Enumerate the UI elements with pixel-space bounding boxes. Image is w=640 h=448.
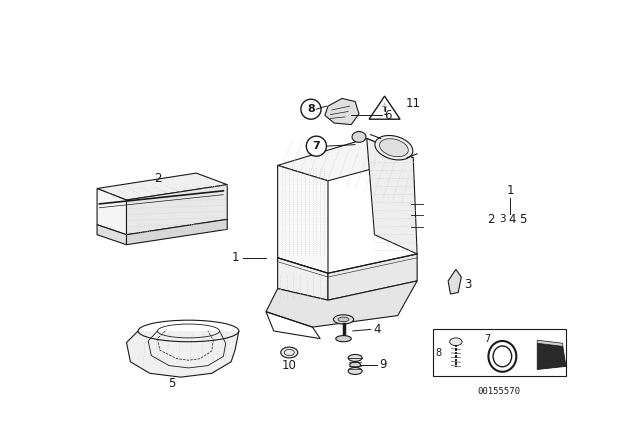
Polygon shape [537, 343, 566, 370]
Polygon shape [127, 185, 227, 235]
Text: 10: 10 [282, 359, 297, 372]
Polygon shape [278, 138, 413, 181]
Polygon shape [278, 258, 328, 300]
Text: 4: 4 [508, 213, 515, 226]
Ellipse shape [336, 336, 351, 342]
Polygon shape [328, 254, 417, 300]
Text: 8: 8 [436, 348, 442, 358]
Text: 3: 3 [499, 214, 506, 224]
Ellipse shape [352, 132, 366, 142]
Text: !: ! [382, 107, 387, 117]
Text: 9: 9 [379, 358, 387, 371]
Polygon shape [97, 225, 127, 245]
Polygon shape [97, 173, 227, 200]
Ellipse shape [348, 367, 362, 375]
Text: 4: 4 [373, 323, 380, 336]
Text: 1: 1 [232, 251, 239, 264]
Ellipse shape [380, 139, 408, 157]
Text: 6: 6 [385, 109, 392, 122]
Polygon shape [448, 269, 461, 294]
Polygon shape [127, 331, 239, 377]
Text: 00155570: 00155570 [477, 387, 520, 396]
Text: 3: 3 [464, 278, 471, 291]
Polygon shape [367, 138, 417, 254]
Polygon shape [127, 220, 227, 245]
Polygon shape [278, 165, 328, 273]
Ellipse shape [333, 315, 353, 324]
Text: 1: 1 [506, 184, 514, 197]
Polygon shape [325, 99, 359, 125]
Ellipse shape [375, 135, 413, 160]
Circle shape [307, 136, 326, 156]
Text: 7: 7 [484, 334, 490, 344]
Circle shape [301, 99, 321, 119]
Text: 2: 2 [154, 172, 161, 185]
Text: 5: 5 [520, 213, 527, 226]
Ellipse shape [349, 362, 360, 367]
Text: 5: 5 [168, 377, 175, 390]
Ellipse shape [281, 347, 298, 358]
Text: 7: 7 [312, 141, 320, 151]
Polygon shape [266, 281, 417, 327]
Ellipse shape [348, 354, 362, 362]
Text: 2: 2 [487, 213, 495, 226]
Text: 8: 8 [307, 104, 315, 114]
Polygon shape [97, 189, 127, 235]
Ellipse shape [338, 317, 349, 322]
Text: 11: 11 [406, 97, 420, 110]
Polygon shape [537, 340, 563, 346]
Ellipse shape [450, 338, 462, 345]
Text: ⚠: ⚠ [382, 103, 387, 108]
